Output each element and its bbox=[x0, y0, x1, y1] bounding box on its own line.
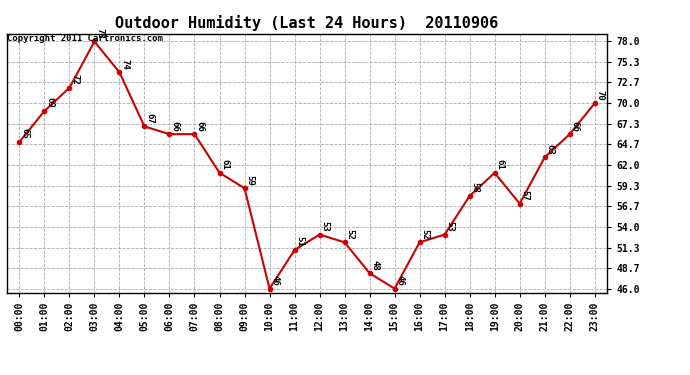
Text: 46: 46 bbox=[395, 275, 404, 286]
Text: 78: 78 bbox=[95, 28, 104, 39]
Text: 70: 70 bbox=[595, 90, 604, 101]
Text: 66: 66 bbox=[571, 121, 580, 131]
Text: 58: 58 bbox=[471, 182, 480, 193]
Text: 67: 67 bbox=[146, 113, 155, 124]
Text: 53: 53 bbox=[321, 221, 330, 232]
Text: 53: 53 bbox=[446, 221, 455, 232]
Text: 51: 51 bbox=[295, 237, 304, 247]
Text: 72: 72 bbox=[70, 74, 79, 85]
Text: 74: 74 bbox=[121, 59, 130, 70]
Text: 52: 52 bbox=[421, 229, 430, 240]
Text: 69: 69 bbox=[46, 98, 55, 108]
Text: 66: 66 bbox=[170, 121, 179, 131]
Text: 48: 48 bbox=[371, 260, 380, 270]
Text: 61: 61 bbox=[495, 159, 504, 170]
Text: 59: 59 bbox=[246, 175, 255, 186]
Text: 65: 65 bbox=[21, 128, 30, 139]
Text: 66: 66 bbox=[195, 121, 204, 131]
Title: Outdoor Humidity (Last 24 Hours)  20110906: Outdoor Humidity (Last 24 Hours) 2011090… bbox=[115, 15, 499, 31]
Text: 52: 52 bbox=[346, 229, 355, 240]
Text: 61: 61 bbox=[221, 159, 230, 170]
Text: 63: 63 bbox=[546, 144, 555, 154]
Text: 46: 46 bbox=[270, 275, 279, 286]
Text: Copyright 2011 Cartronics.com: Copyright 2011 Cartronics.com bbox=[7, 34, 163, 43]
Text: 57: 57 bbox=[521, 190, 530, 201]
